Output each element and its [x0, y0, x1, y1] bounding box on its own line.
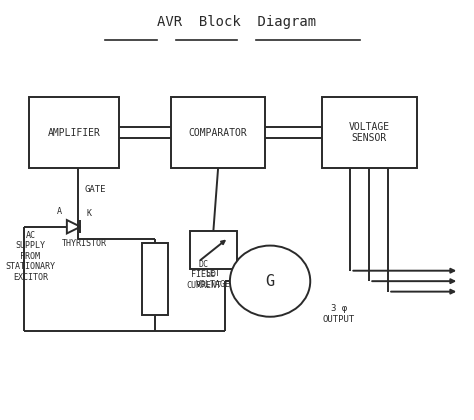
Text: AVR  Block  Diagram: AVR Block Diagram — [157, 15, 317, 29]
Bar — [29, 97, 119, 168]
Text: 3 φ
OUTPUT: 3 φ OUTPUT — [322, 304, 355, 323]
Text: AMPLIFIER: AMPLIFIER — [47, 128, 100, 138]
Bar — [322, 97, 417, 168]
Text: GATE: GATE — [84, 184, 106, 194]
Text: K: K — [86, 209, 91, 218]
Text: SET
VOLTAGE: SET VOLTAGE — [196, 269, 231, 289]
Bar — [190, 231, 237, 269]
Polygon shape — [67, 220, 81, 234]
Text: AC
SUPPLY
FROM
STATIONARY
EXCITOR: AC SUPPLY FROM STATIONARY EXCITOR — [5, 231, 55, 281]
Text: THYRISTOR: THYRISTOR — [62, 239, 107, 248]
Text: COMPARATOR: COMPARATOR — [189, 128, 247, 138]
Text: VOLTAGE
SENSOR: VOLTAGE SENSOR — [349, 122, 390, 143]
Bar — [171, 97, 265, 168]
Text: G: G — [265, 274, 274, 289]
Text: DC
FIELD
CURRENT: DC FIELD CURRENT — [186, 260, 221, 290]
Text: A: A — [57, 207, 62, 216]
Bar — [143, 244, 168, 315]
Circle shape — [230, 246, 310, 317]
